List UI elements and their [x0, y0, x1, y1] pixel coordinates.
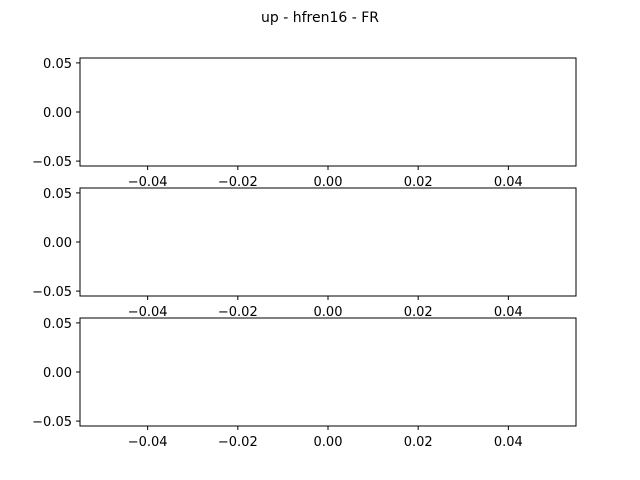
- y-tick-label: −0.05: [32, 285, 72, 300]
- x-tick-label: 0.04: [494, 175, 523, 190]
- x-tick-label: −0.02: [218, 175, 258, 190]
- x-tick-label: −0.04: [128, 435, 168, 450]
- y-tick-label: 0.05: [43, 57, 72, 72]
- x-tick-label: 0.00: [314, 175, 343, 190]
- subplot-2: −0.04 −0.02 0.00 0.02 0.04 −0.05 0.00 0.05: [32, 187, 577, 320]
- x-tick-label: −0.04: [128, 175, 168, 190]
- y-tick-label: −0.05: [32, 155, 72, 170]
- subplot-3: −0.04 −0.02 0.00 0.02 0.04 −0.05 0.00 0.05: [32, 317, 577, 450]
- axes-layer: −0.04 −0.02 0.00 0.02 0.04−0.050.000.05−0.04…: [32, 57, 577, 450]
- x-tick-label: 0.02: [404, 305, 433, 320]
- subplot-frame: [79, 317, 577, 427]
- x-tick-label: −0.02: [218, 435, 258, 450]
- x-tick-label: 0.02: [404, 435, 433, 450]
- x-tick-label: 0.00: [314, 435, 343, 450]
- y-tick-label: 0.00: [43, 366, 72, 381]
- y-tick-label: 0.05: [43, 317, 72, 332]
- x-tick-label: −0.04: [128, 305, 168, 320]
- subplot-frame: [79, 187, 577, 297]
- x-tick-label: 0.00: [314, 305, 343, 320]
- subplot-frame: [79, 57, 577, 167]
- subplot-1: −0.04 −0.02 0.00 0.02 0.04 −0.05 0.00 0.05: [32, 57, 577, 190]
- x-tick-label: −0.02: [218, 305, 258, 320]
- y-tick-label: −0.05: [32, 415, 72, 430]
- x-tick-label: 0.04: [494, 305, 523, 320]
- figure-title: up - hfren16 - FR: [261, 10, 379, 26]
- x-tick-label: 0.04: [494, 435, 523, 450]
- y-tick-label: 0.00: [43, 106, 72, 121]
- x-tick-label: 0.02: [404, 175, 433, 190]
- y-tick-label: 0.00: [43, 236, 72, 251]
- y-tick-label: 0.05: [43, 187, 72, 202]
